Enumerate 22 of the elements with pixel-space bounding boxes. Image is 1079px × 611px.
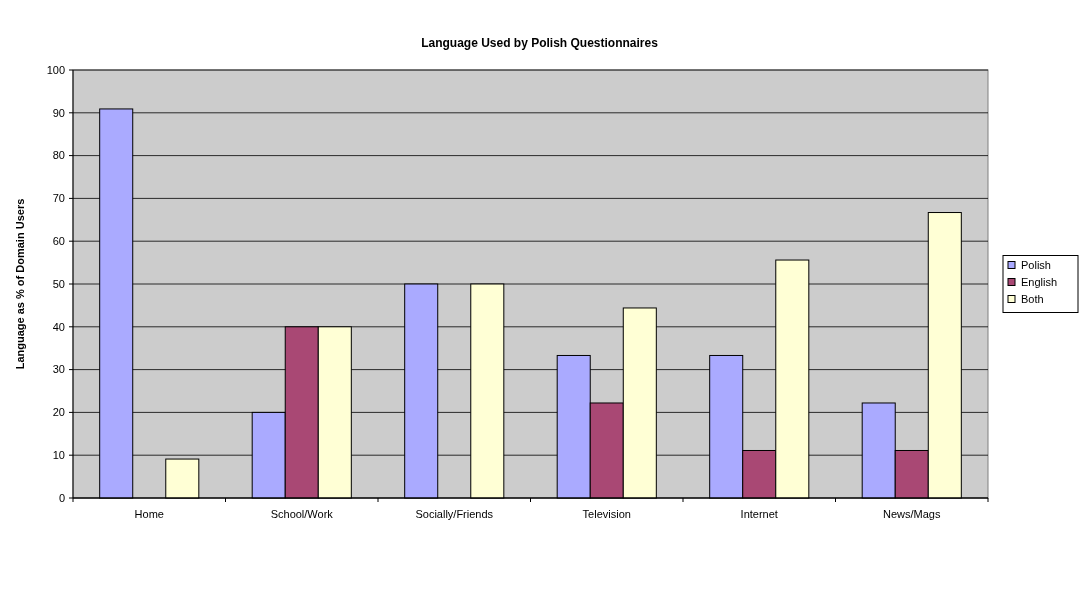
legend-label: Polish — [1021, 259, 1051, 272]
x-tick-label: News/Mags — [883, 508, 941, 520]
y-tick-label: 30 — [52, 363, 65, 376]
y-tick-label: 90 — [52, 106, 65, 119]
y-tick-label: 100 — [46, 63, 65, 76]
x-tick-label: Home — [134, 508, 164, 520]
x-tick-label: Television — [582, 508, 631, 520]
legend-label: English — [1021, 276, 1058, 289]
y-tick-label: 60 — [52, 235, 65, 248]
y-tick-label: 80 — [52, 149, 65, 162]
x-tick-label: School/Work — [270, 508, 334, 520]
y-tick-label: 70 — [52, 192, 65, 205]
x-tick-label: Internet — [740, 508, 778, 520]
chart-title: Language Used by Polish Questionnaires — [421, 36, 659, 50]
x-tick-label: Socially/Friends — [415, 508, 494, 520]
y-tick-label: 0 — [58, 491, 65, 504]
y-axis-title: Language as % of Domain Users — [14, 198, 26, 370]
y-tick-label: 10 — [52, 449, 65, 462]
y-tick-label: 20 — [52, 406, 65, 419]
y-tick-label: 40 — [52, 320, 65, 333]
legend-label: Both — [1021, 293, 1044, 306]
y-tick-label: 50 — [52, 277, 65, 290]
